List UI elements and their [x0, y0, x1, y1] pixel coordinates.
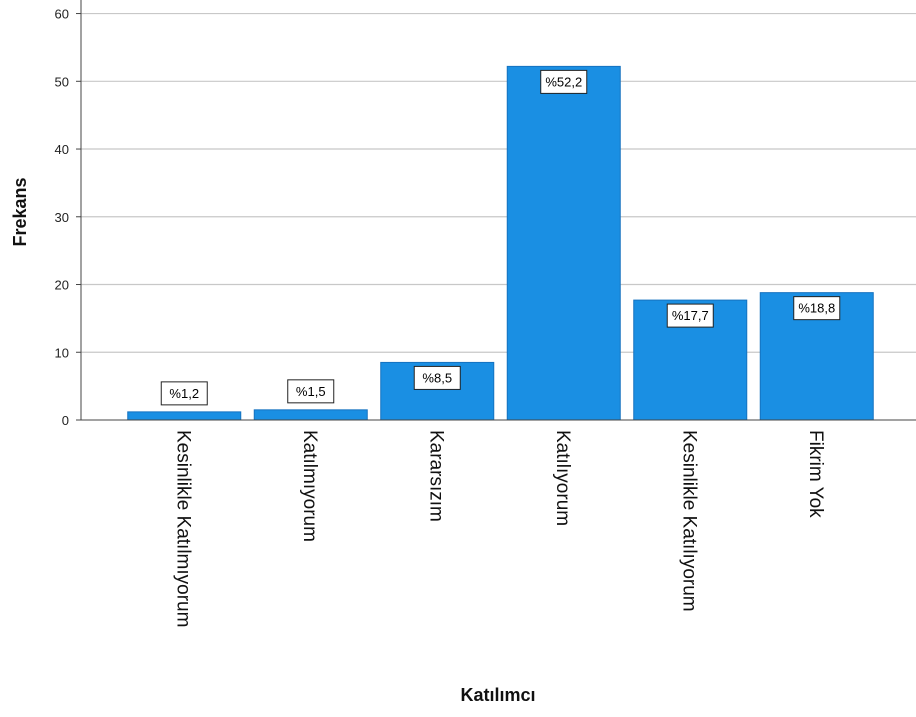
data-label: %1,5 — [287, 379, 335, 404]
x-tick-labels: Kesinlikle Katılmıyorum Katılmıyorum Karar… — [172, 430, 826, 627]
data-label: %17,7 — [666, 303, 714, 328]
bars — [127, 65, 874, 421]
data-label-box — [413, 365, 461, 390]
x-axis-title: Katılımcı — [460, 685, 535, 705]
data-labels: %1,2 %1,5 %8,5 %52,2 %17,7 %18,8 — [160, 69, 841, 406]
data-label-box — [540, 69, 588, 94]
y-tick-label: 40 — [55, 142, 69, 157]
data-label-text: %52,2 — [545, 74, 582, 89]
y-tick-label: 0 — [62, 413, 69, 428]
data-label-text: %1,2 — [169, 386, 199, 401]
y-tick-label: 60 — [55, 7, 69, 22]
data-label-box — [666, 303, 714, 328]
x-tick-label: Kesinlikle Katılmıyorum — [172, 430, 193, 627]
data-label: %1,2 — [160, 381, 208, 406]
data-label: %52,2 — [540, 69, 588, 94]
data-label-box — [287, 379, 335, 404]
data-label: %18,8 — [793, 296, 841, 321]
data-label-text: %17,7 — [672, 308, 709, 323]
x-tick-label: Katılmıyorum — [299, 430, 320, 542]
data-label-text: %8,5 — [422, 370, 452, 385]
y-tick-label: 20 — [55, 278, 69, 293]
x-tick-label: Fikrim Yok — [805, 430, 826, 518]
data-label: %8,5 — [413, 365, 461, 390]
bar — [127, 411, 242, 421]
y-axis-title: Frekans — [10, 177, 30, 246]
y-tick-label: 10 — [55, 345, 69, 360]
x-tick-label: Katılıyorum — [552, 430, 573, 526]
y-tick-label: 50 — [55, 74, 69, 89]
bar — [506, 65, 621, 421]
bar — [253, 409, 368, 421]
data-label-box — [793, 296, 841, 321]
y-tick-label: 30 — [55, 210, 69, 225]
x-tick-label: Kesinlikle Katılıyorum — [678, 430, 699, 612]
x-tick-label: Kararsızım — [425, 430, 446, 522]
data-label-text: %18,8 — [798, 301, 835, 316]
y-tick-labels: 0 10 20 30 40 50 60 — [55, 7, 81, 428]
data-label-box — [160, 381, 208, 406]
axes — [80, 0, 916, 421]
data-label-text: %1,5 — [296, 384, 326, 399]
